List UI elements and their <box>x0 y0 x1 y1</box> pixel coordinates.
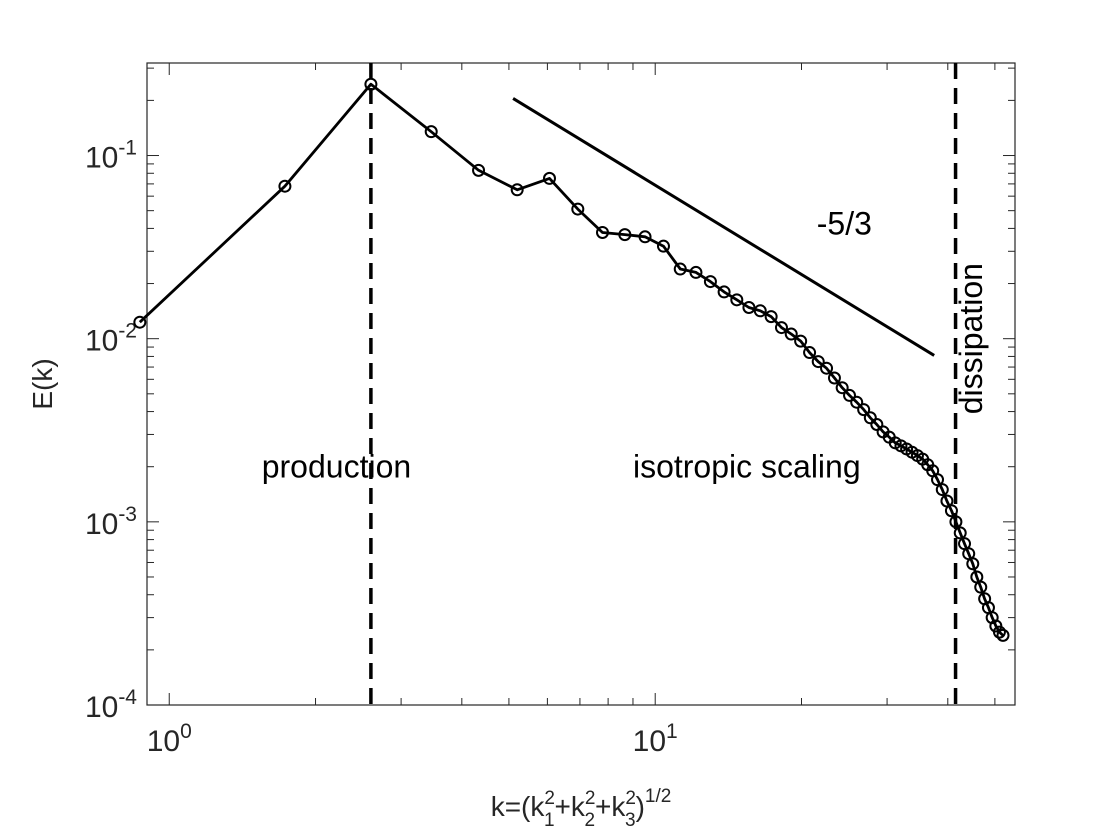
y-tick-label: 10-1 <box>85 137 137 175</box>
data-point <box>843 388 857 402</box>
data-point <box>784 327 798 341</box>
data-point <box>996 628 1010 642</box>
data-point <box>863 411 877 425</box>
region-labels: production isotropic scaling dissipation <box>262 263 989 484</box>
data-point <box>944 504 958 518</box>
data-point <box>949 515 963 529</box>
y-axis-label: E(k) <box>27 358 58 409</box>
data-point <box>364 77 378 91</box>
data-point <box>820 361 834 375</box>
data-point <box>966 557 980 571</box>
data-point <box>953 526 967 540</box>
data-point <box>703 275 717 289</box>
x-tick-label: 100 <box>147 720 192 758</box>
axis-tick-labels: 100 101 10-4 10-3 10-2 10-1 <box>85 137 678 758</box>
data-point <box>717 285 731 299</box>
x-tick-label: 101 <box>633 720 678 758</box>
data-point <box>870 417 884 431</box>
data-point <box>472 163 486 177</box>
slope-label: -5/3 <box>817 206 872 242</box>
data-point <box>764 310 778 324</box>
data-point <box>794 334 808 348</box>
axis-ticks <box>147 63 1015 706</box>
data-point <box>424 125 438 139</box>
data-point <box>595 225 609 239</box>
data-point <box>638 230 652 244</box>
x-axis-label: k=(k2 1+k2 2+k2 3)1/2 <box>491 786 672 831</box>
data-point <box>673 262 687 276</box>
data-point <box>811 355 825 369</box>
region-boundaries <box>369 63 958 705</box>
data-point <box>992 625 1006 639</box>
plot-area <box>146 62 1016 706</box>
data-point <box>571 202 585 216</box>
data-point <box>753 304 767 318</box>
slope-reference-line <box>512 97 935 357</box>
data-point <box>850 395 864 409</box>
data-point <box>133 315 147 329</box>
y-tick-label: 10-4 <box>85 686 137 724</box>
data-point <box>510 183 524 197</box>
y-tick-label: 10-3 <box>85 503 137 541</box>
data-point <box>835 381 849 395</box>
data-point <box>278 179 292 193</box>
data-point <box>742 300 756 314</box>
data-point <box>542 171 556 185</box>
y-tick-label: 10-2 <box>85 320 137 358</box>
region-label: isotropic scaling <box>633 448 861 484</box>
data-point <box>618 228 632 242</box>
data-point <box>656 239 670 253</box>
data-point <box>974 580 988 594</box>
data-point <box>774 321 788 335</box>
spectrum-series <box>133 77 1010 642</box>
data-point <box>730 293 744 307</box>
data-point <box>935 483 949 497</box>
data-point <box>689 265 703 279</box>
region-label: production <box>262 448 411 484</box>
data-point <box>931 473 945 487</box>
data-point <box>857 403 871 417</box>
reference-slope: -5/3 <box>512 97 935 357</box>
region-label: dissipation <box>953 263 989 414</box>
data-point <box>803 346 817 360</box>
data-point <box>827 371 841 385</box>
